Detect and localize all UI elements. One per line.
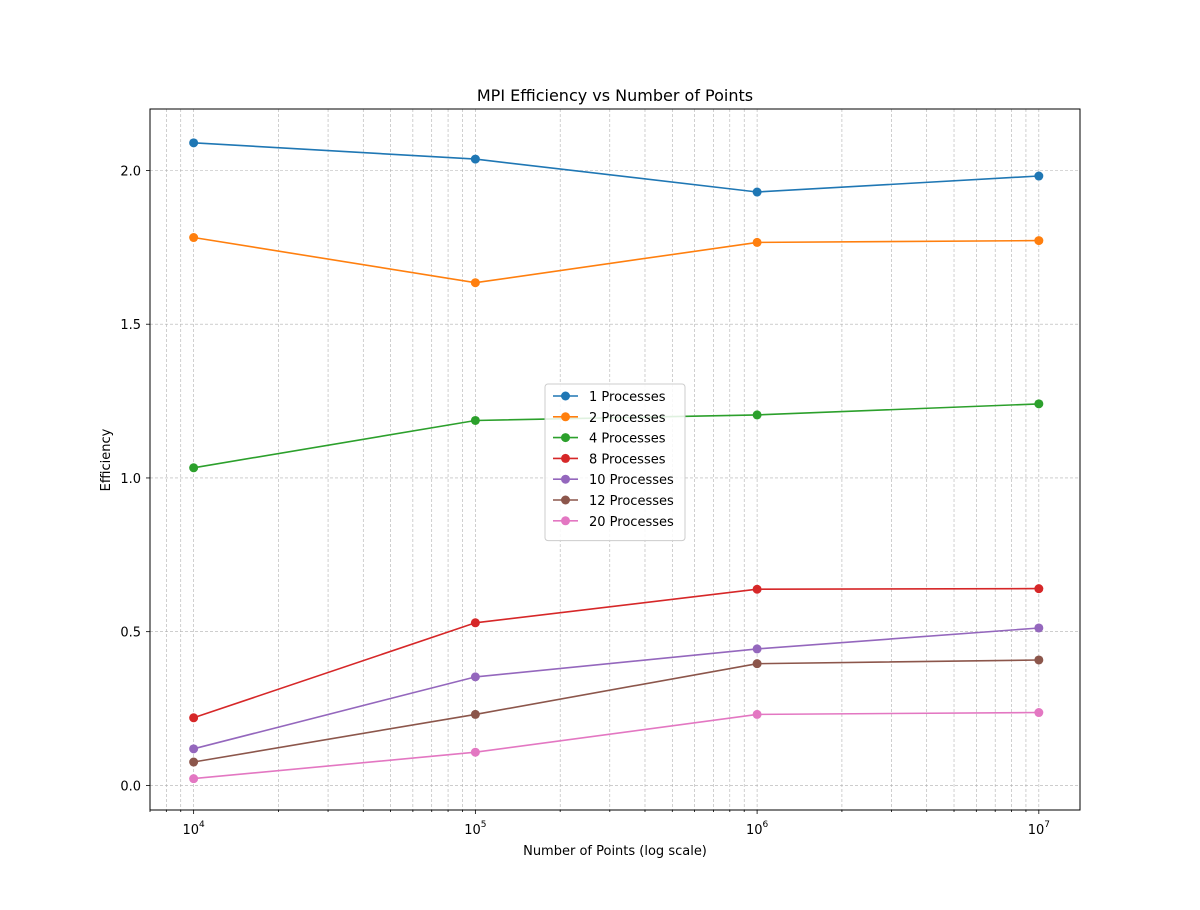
legend-item: 4 Processes — [553, 432, 666, 447]
series-line — [193, 142, 1039, 193]
data-point — [1034, 236, 1044, 246]
plot-frame — [149, 108, 1081, 811]
x-tick-label-exponent: 7 — [1044, 820, 1050, 830]
data-point — [1034, 655, 1044, 665]
y-tick-label: 0.0 — [120, 779, 141, 794]
series-line — [193, 711, 1039, 780]
y-tick-label: 1.0 — [120, 472, 141, 487]
data-point — [1034, 584, 1044, 594]
legend: 1 Processes 2 Processes 4 Processes 8 Proce… — [544, 383, 686, 542]
legend-marker — [561, 495, 570, 505]
data-point — [1034, 708, 1044, 718]
data-point — [470, 278, 480, 288]
data-point — [189, 463, 199, 473]
legend-marker — [561, 433, 570, 443]
series-line — [193, 627, 1039, 750]
series-4 — [189, 584, 1044, 723]
data-point — [470, 154, 480, 164]
series-6 — [189, 655, 1044, 767]
legend-label: 4 Processes — [589, 432, 666, 447]
data-point — [470, 747, 480, 757]
data-point — [189, 233, 199, 243]
data-point — [752, 644, 762, 654]
data-point — [470, 415, 480, 425]
x-tick-label-exponent: 6 — [763, 820, 769, 830]
legend-label: 2 Processes — [589, 411, 666, 426]
data-point — [470, 672, 480, 682]
data-point — [470, 709, 480, 719]
y-axis-label: Efficiency — [99, 428, 114, 491]
data-point — [1034, 399, 1044, 409]
y-tick-label: 2.0 — [120, 164, 141, 179]
series-line — [193, 659, 1039, 763]
data-point — [1034, 171, 1044, 181]
y-tick-label: 1.5 — [120, 318, 141, 333]
legend-item: 1 Processes — [553, 390, 666, 405]
chart-title: MPI Efficiency vs Number of Points — [477, 86, 753, 105]
data-point — [752, 659, 762, 669]
data-point — [752, 709, 762, 719]
data-point — [189, 138, 199, 148]
legend-item: 2 Processes — [553, 411, 666, 426]
data-point — [189, 744, 199, 754]
legend-box — [544, 383, 686, 542]
series-5 — [189, 623, 1044, 754]
data-point — [752, 584, 762, 594]
legend-item: 20 Processes — [553, 515, 674, 530]
legend-label: 1 Processes — [589, 390, 666, 405]
legend-item: 12 Processes — [553, 494, 674, 509]
series-7 — [189, 708, 1044, 784]
data-point — [1034, 623, 1044, 633]
x-tick-label-exponent: 4 — [199, 820, 205, 830]
series-line — [193, 236, 1039, 284]
data-point — [752, 410, 762, 420]
series-1 — [189, 138, 1044, 197]
legend-label: 10 Processes — [589, 473, 674, 488]
legend-item: 8 Processes — [553, 452, 666, 467]
data-point — [189, 713, 199, 723]
data-point — [470, 618, 480, 628]
legend-label: 12 Processes — [589, 494, 674, 509]
legend-marker — [561, 453, 570, 463]
y-tick-label: 0.5 — [120, 626, 141, 641]
legend-marker — [561, 474, 570, 484]
legend-marker — [561, 412, 570, 422]
legend-label: 8 Processes — [589, 452, 666, 467]
data-point — [752, 187, 762, 197]
legend-marker — [561, 391, 570, 401]
x-axis-label: Number of Points (log scale) — [523, 844, 707, 859]
data-point — [752, 237, 762, 247]
legend-marker — [561, 516, 570, 526]
series-line — [193, 587, 1039, 719]
series-layer — [189, 138, 1044, 784]
data-point — [189, 774, 199, 784]
legend-item: 10 Processes — [553, 473, 674, 488]
series-2 — [189, 233, 1044, 288]
legend-label: 20 Processes — [589, 515, 674, 530]
x-tick-label-exponent: 5 — [481, 820, 487, 830]
data-point — [189, 757, 199, 767]
